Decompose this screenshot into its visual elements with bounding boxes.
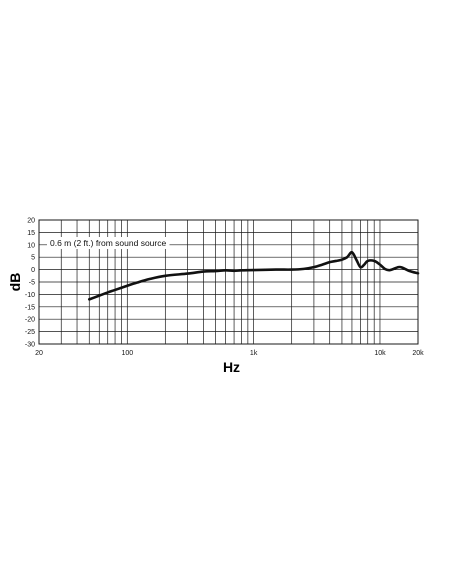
series-line-response	[87, 250, 420, 301]
plot-area-border	[38, 219, 419, 345]
y-tick-label: -15	[25, 304, 35, 311]
y-tick-label: 10	[27, 242, 35, 249]
x-tick-label: 10k	[374, 350, 386, 357]
x-tick-label: 20	[35, 350, 43, 357]
annotation-background	[47, 237, 170, 249]
x-tick-label: 1k	[250, 350, 258, 357]
y-tick-label: -30	[25, 342, 35, 349]
y-tick-label: -25	[25, 329, 35, 336]
x-axis-title: Hz	[223, 359, 240, 375]
y-tick-label: -10	[25, 292, 35, 299]
x-tick-labels: 20 100 1k 10k 20k	[35, 350, 424, 357]
y-tick-label: 0	[31, 267, 35, 274]
y-tick-label: -20	[25, 317, 35, 324]
x-tick-label: 100	[121, 350, 133, 357]
y-tick-label: 5	[31, 255, 35, 262]
y-tick-label: 20	[27, 218, 35, 225]
y-tick-label: -5	[29, 280, 35, 287]
chart-annotation: 0.6 m (2 ft.) from sound source	[50, 238, 166, 248]
x-tick-label: 20k	[412, 350, 424, 357]
y-tick-label: 15	[27, 230, 35, 237]
y-axis-title: dB	[7, 273, 23, 292]
y-tick-labels: 20 15 10 5 0 -5 -10 -15 -20 -25 -30	[25, 218, 35, 349]
